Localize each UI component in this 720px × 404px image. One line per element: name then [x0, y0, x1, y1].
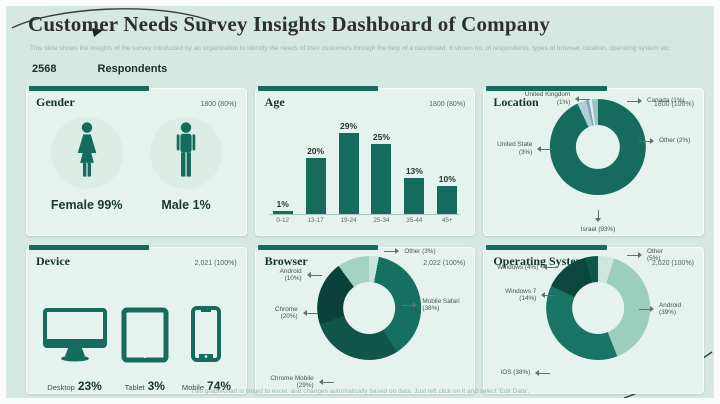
bar-category-label: 13-17 [307, 216, 324, 224]
bar [371, 143, 392, 214]
female-label: Female 99% [50, 198, 123, 212]
bar [338, 132, 359, 214]
respondents-label: Respondents [97, 63, 168, 75]
bar [404, 177, 425, 214]
tablet-icon [121, 307, 169, 363]
location-label-united-state: United State (3%) [490, 141, 553, 156]
browser-label-other: Other (3%) [384, 248, 438, 256]
bar-group: 10% 45+ [434, 173, 460, 224]
panel-accent-bar [486, 86, 607, 91]
bar [437, 185, 458, 214]
respondents-summary: 2568 Respondents [32, 63, 167, 75]
bar-group: 1% 0-12 [270, 198, 296, 224]
tablet-stat: Tablet 3% [121, 307, 169, 393]
bar-group: 29% 19-24 [336, 120, 362, 224]
os-panel: Operating System 2,020 (100%) Windows (4… [483, 244, 704, 394]
gender-panel-total: 1800 (80%) [200, 101, 237, 108]
bar-group: 25% 25-34 [368, 131, 394, 224]
browser-panel: Browser 2,022 (100%) Android (10%) Chrom… [254, 244, 476, 394]
browser-donut-chart [317, 255, 422, 360]
browser-label-chrome-mobile: Chrome Mobile (29%) [266, 375, 334, 390]
bar-value-label: 13% [405, 165, 423, 176]
mobile-stat: Mobile 74% [182, 305, 231, 393]
bar-value-label: 25% [372, 131, 390, 142]
dashboard-grid: Gender 1800 (80%) Female 99% [26, 86, 704, 394]
bar-category-label: 19-24 [340, 216, 357, 224]
age-bar-chart: 1% 0-12 20% 13-17 29% 19-24 25% 25-34 13% 35-44 10… [269, 121, 461, 224]
os-label-windows-7: Windows 7 (14%) [494, 288, 557, 303]
panel-accent-bar [29, 86, 150, 91]
female-icon [77, 122, 96, 177]
bar-category-label: 0-12 [276, 216, 289, 224]
bar-group: 13% 35-44 [401, 165, 427, 224]
os-label-android: Android (39%) [639, 302, 699, 317]
browser-label-mobile-safari: Mobile Safari (38%) [402, 298, 472, 313]
location-label-united-kingdom: United Kingdom (1%) [510, 91, 591, 106]
footer-note: This graph/chart is linked to excel, and… [190, 388, 530, 395]
respondents-count: 2568 [32, 63, 57, 75]
bar-value-label: 29% [339, 120, 357, 131]
os-donut-chart [545, 255, 650, 360]
bar-category-label: 25-34 [373, 216, 390, 224]
bar-category-label: 35-44 [406, 216, 423, 224]
bar [305, 157, 326, 214]
desktop-icon [42, 308, 107, 362]
browser-label-android: Android (10%) [264, 268, 322, 283]
device-panel-total: 2,021 (100%) [194, 259, 237, 267]
device-panel-title: Device [36, 253, 70, 268]
page-subtitle: This slide shows the insights of the sur… [30, 45, 671, 52]
bar-value-label: 20% [307, 145, 325, 156]
tablet-label: Tablet 3% [124, 379, 165, 393]
gender-panel: Gender 1800 (80%) Female 99% [26, 86, 247, 236]
location-panel: Location 1800 (100%) United Kingdom (1%)… [483, 86, 704, 236]
location-donut-chart [549, 99, 646, 195]
bar-value-label: 10% [438, 173, 456, 184]
age-panel-title: Age [264, 95, 285, 109]
browser-panel-title: Browser [264, 253, 308, 268]
location-label-israel: Israel (93%) [568, 210, 628, 234]
browser-label-chrome: Chrome (20%) [260, 306, 318, 321]
os-label-ios: iOS (38%) [490, 369, 551, 377]
panel-accent-bar [29, 244, 150, 250]
male-icon [176, 122, 196, 177]
panel-accent-bar [257, 86, 378, 91]
bar-group: 20% 13-17 [303, 145, 329, 224]
page-title: Customer Needs Survey Insights Dashboard… [28, 12, 551, 36]
desktop-label: Desktop 23% [47, 379, 102, 393]
male-label: Male 1% [161, 198, 211, 212]
panel-accent-bar [486, 244, 607, 250]
age-panel-total: 1800 (80%) [429, 101, 466, 108]
female-stat: Female 99% [50, 117, 123, 212]
bar-category-label: 45+ [441, 216, 453, 224]
bar [272, 210, 293, 214]
male-stat: Male 1% [149, 117, 222, 212]
browser-panel-total: 2,022 (100%) [423, 259, 466, 267]
desktop-stat: Desktop 23% [42, 307, 108, 393]
os-label-windows: Windows (4%) [486, 264, 559, 272]
location-label-other: Other (2%) [639, 137, 691, 144]
os-panel-total: 2,020 (100%) [651, 259, 694, 267]
gender-panel-title: Gender [36, 95, 75, 109]
mobile-icon [191, 306, 222, 362]
os-label-other: Other (5%) [627, 248, 677, 263]
age-panel: Age 1800 (80%) 1% 0-12 20% 13-17 29% 19-24 25%… [254, 86, 476, 236]
panel-accent-bar [257, 244, 378, 250]
device-panel: Device 2,021 (100%) Desktop 23% [26, 244, 247, 394]
mobile-label: Mobile 74% [181, 379, 232, 393]
bar-value-label: 1% [276, 198, 289, 209]
location-label-canada: Canada (1%) [627, 97, 697, 105]
